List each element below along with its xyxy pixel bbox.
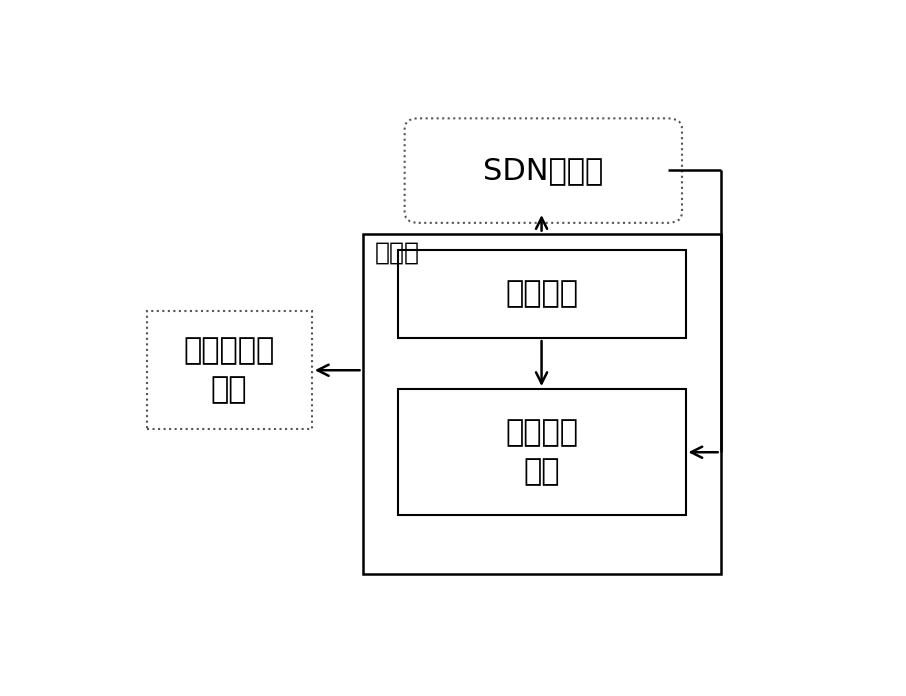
Bar [147, 311, 312, 429]
FancyBboxPatch shape [405, 118, 682, 223]
Text: 报文处理
机制: 报文处理 机制 [505, 418, 578, 486]
Bar [362, 234, 720, 574]
Text: 发送端处理
机制: 发送端处理 机制 [184, 337, 275, 404]
Bar [398, 389, 686, 515]
Text: SDN控制器: SDN控制器 [483, 156, 603, 185]
Bar [398, 250, 686, 338]
Text: 队列管理: 队列管理 [505, 279, 578, 308]
Text: 交换机: 交换机 [375, 240, 420, 264]
